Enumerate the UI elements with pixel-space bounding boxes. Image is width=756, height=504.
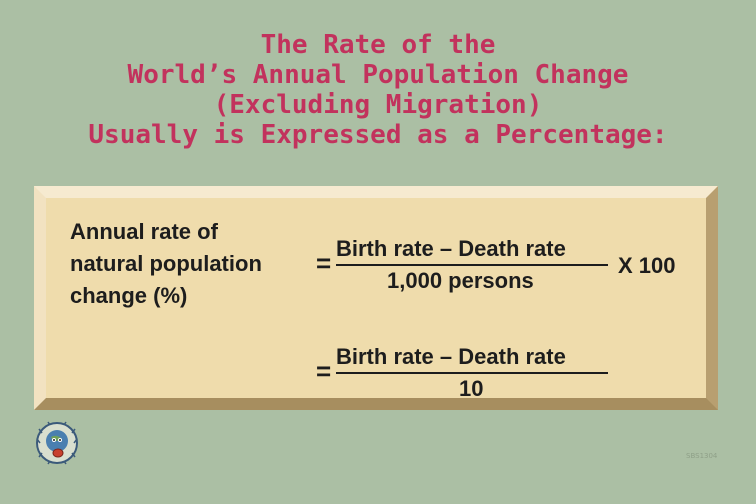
formula-panel: Annual rate of natural population change… <box>34 186 718 410</box>
lhs-line: natural population <box>70 251 262 276</box>
multiplier-text: X 100 <box>618 253 676 278</box>
title-line: World’s Annual Population Change <box>127 60 629 90</box>
title-line: (Excluding Migration) <box>213 90 543 120</box>
equals-sign: = <box>316 356 332 386</box>
fraction-2-numerator: Birth rate – Death rate <box>336 344 566 369</box>
equals-sign: = <box>316 248 332 278</box>
globe-mascot-logo-icon <box>34 420 80 466</box>
slide-title: The Rate of the World’s Annual Populatio… <box>0 30 756 150</box>
formula-left-side: Annual rate of natural population change… <box>70 216 262 312</box>
fraction-1-bar <box>336 264 608 266</box>
title-line: The Rate of the <box>260 30 496 60</box>
title-line: Usually is Expressed as a Percentage: <box>88 120 668 150</box>
lhs-line: change (%) <box>70 283 188 308</box>
fraction-1-numerator: Birth rate – Death rate <box>336 236 566 261</box>
lhs-line: Annual rate of <box>70 219 218 244</box>
fraction-2-bar <box>336 372 608 374</box>
slide-id-label: SBS1304 <box>686 452 718 460</box>
fraction-1-denominator: 1,000 persons <box>387 268 534 293</box>
fraction-2-denominator: 10 <box>459 376 484 401</box>
